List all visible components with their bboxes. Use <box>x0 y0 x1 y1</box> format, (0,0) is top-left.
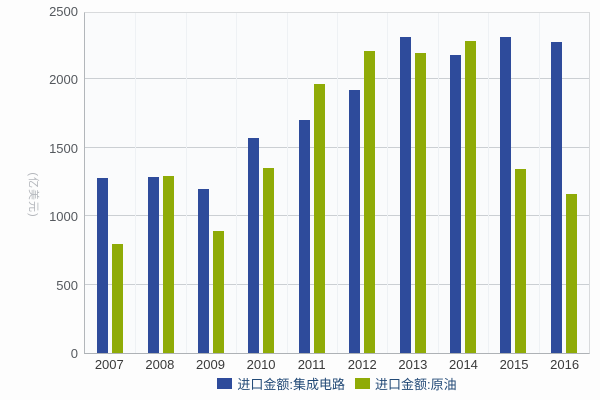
bar-进口金额:集成电路[interactable] <box>147 176 159 353</box>
x-tick-label: 2009 <box>196 357 225 372</box>
y-tick-label: 2000 <box>49 72 78 88</box>
legend: 进口金额:集成电路 进口金额:原油 <box>84 374 590 393</box>
x-axis-labels: 2007 2008 2009 2010 2011 2012 2013 2014 2015 2016 <box>84 357 590 372</box>
bar-进口金额:原油[interactable] <box>112 243 124 353</box>
bar-进口金额:集成电路[interactable] <box>198 188 210 353</box>
bar-group <box>85 13 135 353</box>
y-tick-label: 0 <box>70 346 78 361</box>
bar-group <box>287 13 337 353</box>
bar-group <box>236 13 286 353</box>
vertical-gridline <box>236 13 238 353</box>
x-tick-label: 2007 <box>94 357 124 372</box>
y-tick-label: 2500 <box>49 4 78 19</box>
y-tick-label: 1000 <box>49 209 78 225</box>
bar-进口金额:原油[interactable] <box>565 193 577 353</box>
legend-item-进口金额:集成电路[interactable]: 进口金额:集成电路 <box>217 374 345 393</box>
x-tick-label: 2013 <box>398 357 428 372</box>
bar-进口金额:集成电路[interactable] <box>550 42 562 353</box>
x-tick-label: 2014 <box>448 357 478 372</box>
bar-进口金额:集成电路[interactable] <box>399 36 411 353</box>
vertical-gridline <box>337 13 338 353</box>
bar-进口金额:原油[interactable] <box>515 169 527 353</box>
bar-进口金额:集成电路[interactable] <box>500 37 512 353</box>
legend-label: 进口金额:集成电路 <box>237 377 345 392</box>
legend-label: 进口金额:原油 <box>375 377 457 392</box>
bar-进口金额:原油[interactable] <box>213 230 225 353</box>
x-tick-label: 2016 <box>550 357 580 372</box>
bar-group <box>186 13 236 353</box>
legend-swatch-icon <box>217 378 233 389</box>
y-tick-label: 500 <box>56 277 78 293</box>
y-tick-label: 1500 <box>49 140 78 156</box>
bar-进口金额:原油[interactable] <box>364 51 376 353</box>
bar-进口金额:原油[interactable] <box>263 168 275 353</box>
x-tick-label: 2008 <box>145 357 175 372</box>
bar-group <box>135 13 185 353</box>
bar-group <box>488 13 538 353</box>
bar-进口金额:原油[interactable] <box>162 176 174 353</box>
bar-进口金额:集成电路[interactable] <box>298 120 310 353</box>
bar-group <box>539 13 589 353</box>
bar-进口金额:集成电路[interactable] <box>97 178 109 353</box>
legend-item-进口金额:原油[interactable]: 进口金额:原油 <box>355 374 457 393</box>
bar-group <box>438 13 488 353</box>
vertical-gridline <box>185 13 187 353</box>
bar-进口金额:集成电路[interactable] <box>349 90 361 353</box>
bar-group <box>387 13 437 353</box>
x-tick-label: 2012 <box>347 357 377 372</box>
vertical-gridline <box>286 13 288 353</box>
bar-进口金额:集成电路[interactable] <box>248 138 260 353</box>
vertical-gridline <box>538 13 540 353</box>
bar-进口金额:原油[interactable] <box>414 52 426 353</box>
vertical-gridline <box>488 13 490 353</box>
vertical-gridline <box>135 13 137 353</box>
vertical-gridline <box>387 13 389 353</box>
bar-groups <box>85 13 589 353</box>
x-tick-label: 2015 <box>499 357 529 372</box>
legend-swatch-icon <box>355 378 370 389</box>
x-tick-label: 2011 <box>297 357 326 372</box>
plot-area <box>84 12 590 354</box>
bar-进口金额:集成电路[interactable] <box>450 55 462 353</box>
bar-进口金额:原油[interactable] <box>465 40 477 353</box>
bar-group <box>337 13 387 353</box>
vertical-gridline <box>437 13 439 353</box>
x-tick-label: 2010 <box>246 357 276 372</box>
bar-进口金额:原油[interactable] <box>313 83 325 353</box>
